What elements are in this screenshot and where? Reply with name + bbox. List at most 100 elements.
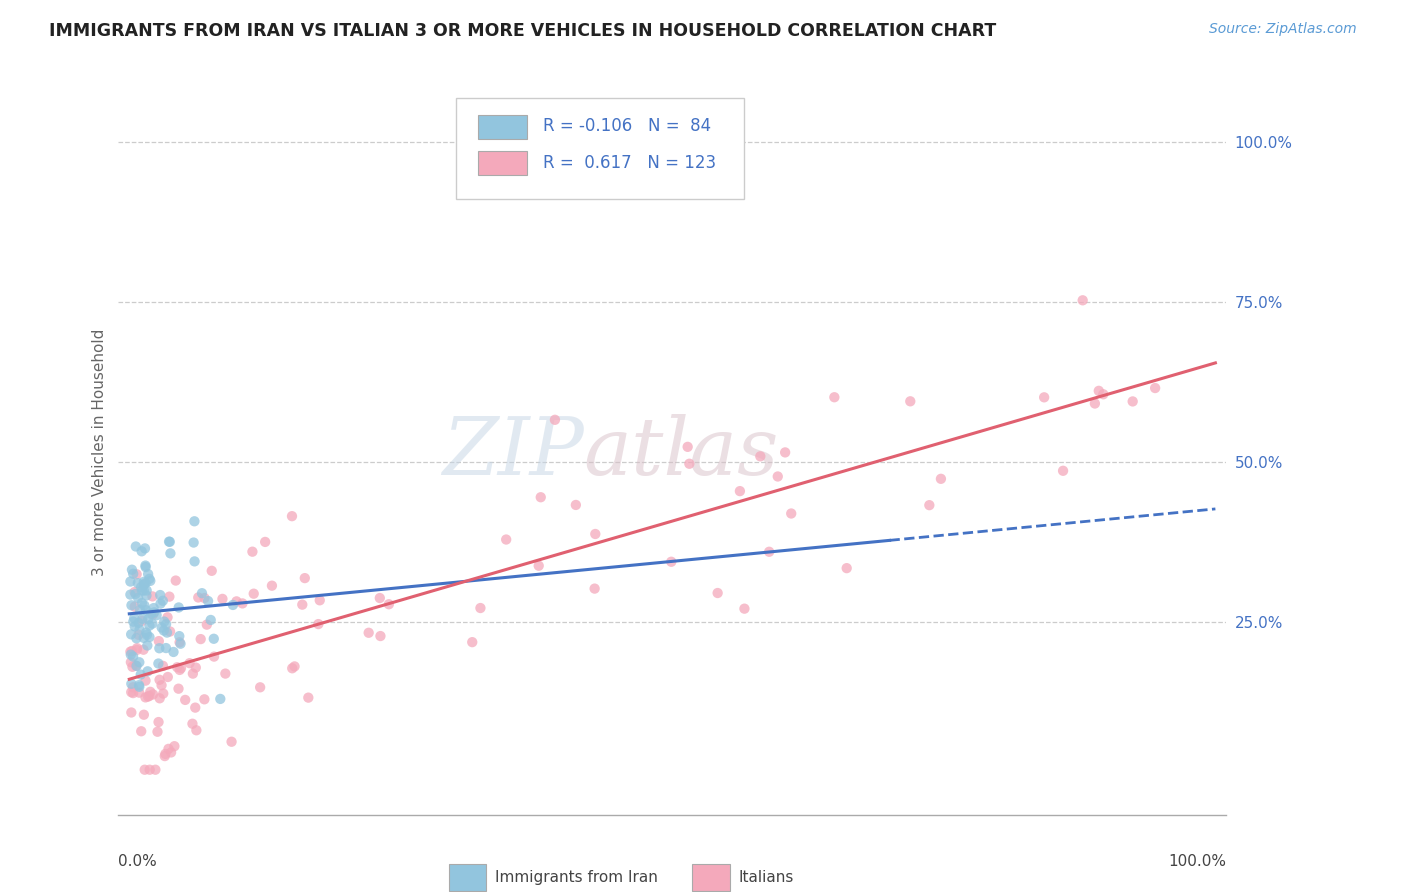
Point	[197, 594, 219, 608]
Point	[138, 689, 160, 703]
Text: Italians: Italians	[738, 870, 794, 885]
Point	[191, 586, 214, 600]
Point	[120, 588, 142, 602]
Point	[131, 544, 153, 558]
Point	[157, 590, 180, 604]
Point	[222, 598, 245, 612]
Point	[291, 598, 314, 612]
Point	[898, 394, 921, 409]
Point	[583, 582, 606, 596]
Point	[183, 554, 205, 568]
Point	[148, 714, 170, 729]
Point	[1033, 390, 1056, 404]
Point	[283, 659, 305, 673]
Point	[128, 678, 150, 692]
Point	[122, 611, 145, 625]
Point	[169, 629, 191, 643]
Point	[706, 586, 728, 600]
Point	[780, 507, 803, 521]
Point	[136, 612, 159, 626]
Point	[135, 560, 157, 574]
Point	[368, 591, 391, 605]
Point	[260, 579, 283, 593]
Point	[773, 445, 796, 459]
Point	[142, 607, 165, 622]
Point	[125, 540, 148, 554]
Point	[544, 413, 567, 427]
Point	[152, 687, 174, 701]
Point	[145, 608, 167, 623]
Point	[138, 630, 160, 644]
Point	[134, 690, 156, 705]
Point	[823, 390, 845, 404]
Point	[167, 600, 190, 615]
Point	[142, 601, 165, 615]
Point	[125, 643, 148, 657]
Point	[122, 566, 145, 581]
Point	[583, 527, 606, 541]
Point	[132, 574, 155, 589]
Point	[120, 574, 142, 589]
Point	[135, 628, 157, 642]
Point	[156, 625, 179, 640]
Point	[470, 601, 492, 615]
Point	[1071, 293, 1094, 308]
Point	[129, 667, 152, 681]
Point	[1084, 396, 1107, 410]
Point	[128, 680, 150, 694]
Point	[128, 655, 150, 669]
Point	[149, 588, 172, 602]
Point	[214, 666, 236, 681]
Point	[157, 742, 180, 756]
Point	[121, 563, 143, 577]
Text: R =  0.617   N = 123: R = 0.617 N = 123	[543, 154, 716, 172]
Point	[242, 587, 264, 601]
Point	[134, 599, 156, 613]
Point	[155, 747, 177, 761]
Point	[120, 706, 142, 720]
Y-axis label: 3 or more Vehicles in Household: 3 or more Vehicles in Household	[93, 329, 107, 576]
Point	[135, 625, 157, 640]
Point	[201, 564, 224, 578]
Point	[200, 613, 222, 627]
Point	[135, 673, 157, 688]
Point	[758, 545, 780, 559]
Point	[136, 690, 159, 704]
Point	[148, 657, 170, 671]
Point	[128, 628, 150, 642]
Point	[135, 576, 157, 591]
Text: IMMIGRANTS FROM IRAN VS ITALIAN 3 OR MORE VEHICLES IN HOUSEHOLD CORRELATION CHAR: IMMIGRANTS FROM IRAN VS ITALIAN 3 OR MOR…	[49, 22, 997, 40]
Point	[148, 673, 170, 687]
Point	[149, 597, 172, 611]
Point	[162, 645, 184, 659]
Point	[152, 594, 174, 608]
Point	[678, 457, 700, 471]
Point	[139, 685, 162, 699]
Point	[174, 693, 197, 707]
Point	[132, 583, 155, 598]
Point	[186, 723, 208, 738]
Point	[134, 763, 156, 777]
Point	[120, 599, 142, 613]
Point	[139, 607, 162, 621]
Point	[120, 685, 142, 699]
Point	[163, 739, 186, 754]
Point	[143, 605, 166, 619]
Point	[169, 663, 191, 677]
Point	[138, 572, 160, 586]
Point	[155, 617, 177, 632]
Point	[1092, 387, 1115, 401]
Point	[195, 617, 218, 632]
Point	[202, 649, 225, 664]
Point	[145, 763, 167, 777]
Point	[128, 623, 150, 637]
Point	[124, 587, 146, 601]
Point	[357, 625, 380, 640]
Point	[193, 591, 215, 605]
Point	[149, 691, 172, 706]
Point	[659, 555, 682, 569]
Point	[190, 632, 212, 646]
Point	[146, 724, 169, 739]
Point	[155, 641, 177, 656]
Point	[132, 707, 155, 722]
